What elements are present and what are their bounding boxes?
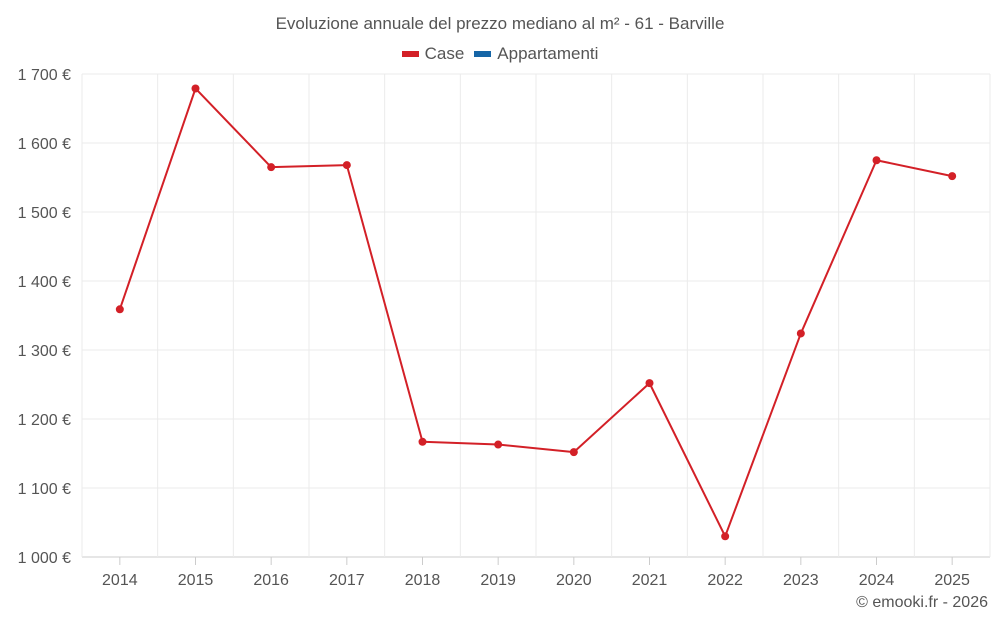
data-point [948, 172, 957, 181]
data-point [721, 532, 730, 541]
data-point [191, 84, 200, 93]
series-line-case [118, 87, 953, 538]
data-point [494, 440, 503, 449]
x-tick-label: 2025 [934, 572, 970, 589]
x-tick-label: 2016 [253, 572, 289, 589]
data-point [645, 379, 654, 388]
x-tick-label: 2019 [480, 572, 516, 589]
legend-label-case: Case [424, 44, 465, 63]
legend-item-appartamenti[interactable]: Appartamenti [474, 44, 598, 64]
legend: Case Appartamenti [0, 44, 1000, 64]
legend-swatch-appartamenti [474, 51, 492, 57]
data-point [569, 448, 578, 457]
legend-item-case[interactable]: Case [401, 44, 465, 64]
x-tick-label: 2014 [102, 572, 138, 589]
y-tick-label: 1 100 € [18, 481, 71, 498]
chart-title: Evoluzione annuale del prezzo mediano al… [275, 14, 725, 33]
x-tick-label: 2017 [329, 572, 365, 589]
x-tick-label: 2018 [405, 572, 441, 589]
y-tick-label: 1 200 € [18, 412, 71, 429]
x-tick-label: 2022 [707, 572, 743, 589]
y-tick-label: 1 000 € [18, 550, 71, 567]
x-tick-label: 2020 [556, 572, 592, 589]
data-point [796, 329, 805, 338]
x-tick-label: 2021 [632, 572, 668, 589]
x-tick-label: 2023 [783, 572, 819, 589]
data-point [342, 161, 351, 170]
credit-text: © emooki.fr - 2026 [856, 594, 988, 611]
legend-swatch-case [401, 51, 419, 57]
x-tick-label: 2015 [178, 572, 214, 589]
data-point [872, 156, 881, 165]
y-tick-label: 1 400 € [18, 274, 71, 291]
y-tick-label: 1 600 € [18, 136, 71, 153]
data-point [267, 163, 276, 172]
y-tick-label: 1 500 € [18, 205, 71, 222]
data-point [418, 437, 427, 446]
legend-label-appartamenti: Appartamenti [497, 44, 599, 63]
y-tick-label: 1 300 € [18, 343, 71, 360]
y-tick-label: 1 700 € [18, 67, 71, 84]
x-tick-label: 2024 [859, 572, 895, 589]
data-point [115, 305, 124, 314]
